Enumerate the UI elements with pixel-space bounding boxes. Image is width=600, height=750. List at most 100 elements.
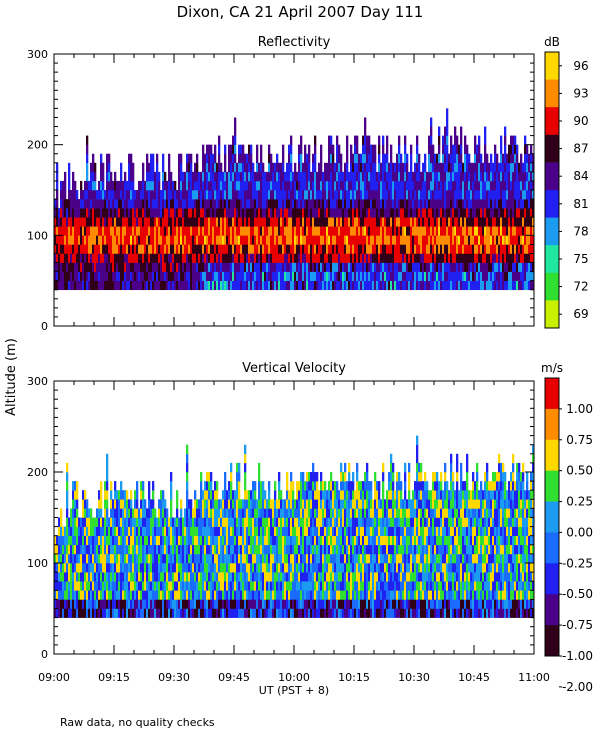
heatmap-cell [474, 253, 477, 263]
heatmap-cell [90, 190, 93, 200]
heatmap-cell [76, 208, 79, 218]
heatmap-cell [508, 235, 511, 245]
heatmap-cell [200, 217, 203, 227]
heatmap-cell [352, 280, 355, 291]
heatmap-cell [142, 217, 145, 227]
heatmap-cell [134, 217, 137, 227]
heatmap-cell [494, 262, 497, 272]
heatmap-cell [342, 235, 345, 245]
heatmap-cell [280, 180, 283, 191]
heatmap-cell [58, 608, 61, 618]
heatmap-cell [132, 226, 135, 236]
heatmap-cell [174, 217, 177, 227]
heatmap-cell [388, 199, 391, 209]
heatmap-cell [472, 244, 475, 254]
heatmap-cell [56, 572, 59, 582]
heatmap-cell [200, 271, 203, 281]
heatmap-cell [144, 563, 147, 573]
heatmap-cell [144, 253, 147, 263]
heatmap-cell [274, 180, 277, 191]
heatmap-cell [182, 517, 185, 527]
heatmap-cell [244, 444, 247, 455]
heatmap-cell [160, 517, 163, 527]
heatmap-cell [484, 190, 487, 200]
heatmap-cell [158, 590, 161, 600]
heatmap-cell [266, 271, 269, 281]
heatmap-cell [322, 235, 325, 245]
heatmap-cell [238, 517, 241, 527]
heatmap-cell [110, 226, 113, 236]
heatmap-cell [392, 162, 395, 173]
heatmap-cell [250, 244, 253, 254]
heatmap-cell [506, 271, 509, 281]
heatmap-cell [78, 563, 81, 573]
heatmap-cell [212, 217, 215, 227]
heatmap-cell [180, 271, 183, 281]
heatmap-cell [216, 180, 219, 191]
heatmap-cell [278, 208, 281, 218]
heatmap-cell [276, 280, 279, 291]
heatmap-cell [364, 180, 367, 191]
heatmap-cell [106, 453, 109, 464]
heatmap-cell [222, 544, 225, 555]
heatmap-cell [86, 262, 89, 272]
heatmap-cell [212, 590, 215, 600]
heatmap-cell [226, 590, 229, 600]
heatmap-cell [460, 244, 463, 254]
heatmap-cell [214, 244, 217, 254]
heatmap-cell [74, 280, 77, 291]
heatmap-cell [62, 563, 65, 573]
heatmap-cell [428, 271, 431, 281]
heatmap-cell [124, 244, 127, 254]
heatmap-cell [118, 590, 121, 600]
heatmap-cell [178, 599, 181, 609]
heatmap-cell [184, 190, 187, 200]
heatmap-cell [184, 180, 187, 191]
heatmap-cell [144, 271, 147, 281]
heatmap-cell [358, 244, 361, 254]
heatmap-cell [346, 162, 349, 173]
heatmap-cell [182, 180, 185, 191]
heatmap-cell [418, 280, 421, 291]
heatmap-cell [442, 208, 445, 218]
heatmap-cell [136, 271, 139, 281]
heatmap-cell [262, 271, 265, 281]
heatmap-cell [160, 253, 163, 263]
heatmap-cell [370, 280, 373, 291]
heatmap-cell [74, 544, 77, 555]
heatmap-cell [298, 199, 301, 209]
heatmap-cell [232, 608, 235, 618]
heatmap-cell [324, 199, 327, 209]
heatmap-cell [82, 553, 85, 564]
heatmap-cell [232, 490, 235, 500]
heatmap-cell [86, 572, 89, 582]
heatmap-cell [142, 508, 145, 518]
heatmap-cell [460, 126, 463, 136]
heatmap-cell [326, 235, 329, 245]
heatmap-cell [150, 563, 153, 573]
heatmap-cell [242, 581, 245, 591]
heatmap-cell [434, 162, 437, 173]
heatmap-cell [334, 208, 337, 218]
heatmap-cell [456, 171, 459, 182]
heatmap-cell [446, 217, 449, 227]
heatmap-cell [528, 180, 531, 191]
heatmap-cell [196, 226, 199, 236]
heatmap-cell [276, 235, 279, 245]
heatmap-cell [186, 462, 189, 473]
heatmap-cell [138, 235, 141, 245]
heatmap-cell [430, 199, 433, 209]
heatmap-cell [484, 126, 487, 136]
heatmap-cell [128, 517, 131, 527]
heatmap-cell [200, 199, 203, 209]
heatmap-cell [288, 244, 291, 254]
heatmap-cell [448, 199, 451, 209]
heatmap-cell [104, 226, 107, 236]
heatmap-cell [238, 581, 241, 591]
heatmap-cell [478, 153, 481, 164]
heatmap-cell [486, 271, 489, 281]
heatmap-cell [94, 253, 97, 263]
heatmap-cell [220, 608, 223, 618]
heatmap-cell [172, 235, 175, 245]
heatmap-cell [122, 199, 125, 209]
